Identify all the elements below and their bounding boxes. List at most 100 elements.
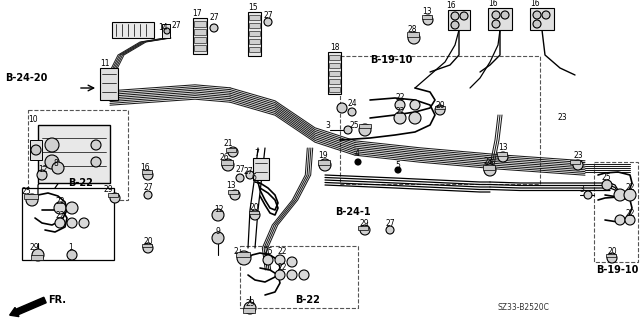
Circle shape	[348, 108, 356, 116]
Bar	[112, 22, 154, 38]
Text: 22: 22	[625, 183, 634, 192]
Circle shape	[451, 21, 459, 29]
Bar	[240, 246, 358, 308]
Circle shape	[246, 171, 254, 179]
Bar	[194, 29, 206, 35]
Bar	[448, 10, 470, 30]
Text: 16: 16	[488, 0, 498, 9]
Bar	[329, 79, 340, 84]
Text: 27: 27	[172, 20, 182, 29]
Bar	[100, 68, 118, 100]
Circle shape	[250, 210, 260, 220]
Text: 3: 3	[325, 122, 330, 130]
Circle shape	[210, 24, 218, 32]
Circle shape	[144, 191, 152, 199]
Circle shape	[423, 15, 433, 25]
Bar	[329, 87, 340, 92]
Text: 25: 25	[601, 174, 611, 182]
Circle shape	[355, 159, 361, 165]
Bar	[38, 125, 110, 183]
Circle shape	[337, 103, 347, 113]
Bar	[488, 8, 512, 30]
Text: 18: 18	[330, 43, 339, 53]
Text: 22: 22	[395, 93, 404, 102]
Circle shape	[501, 11, 509, 19]
Circle shape	[228, 147, 238, 157]
Text: 24: 24	[348, 100, 358, 108]
Circle shape	[110, 193, 120, 203]
Circle shape	[533, 11, 541, 19]
Text: 26: 26	[220, 153, 230, 162]
Circle shape	[55, 218, 65, 228]
Text: 27: 27	[144, 183, 154, 192]
Text: B-22: B-22	[295, 295, 320, 305]
Circle shape	[542, 11, 550, 19]
Bar	[30, 140, 42, 160]
Circle shape	[460, 12, 468, 20]
Circle shape	[299, 270, 309, 280]
Text: 21: 21	[224, 139, 234, 149]
Text: 28: 28	[484, 158, 493, 167]
Text: 13: 13	[226, 182, 236, 190]
Text: 22: 22	[56, 197, 65, 205]
Circle shape	[615, 215, 625, 225]
Text: FR.: FR.	[48, 295, 66, 305]
FancyArrow shape	[10, 297, 46, 316]
Circle shape	[67, 250, 77, 260]
Text: 1: 1	[68, 243, 73, 253]
Circle shape	[408, 32, 420, 44]
Text: 27: 27	[210, 13, 220, 23]
Circle shape	[54, 202, 66, 214]
Bar	[422, 15, 432, 19]
Circle shape	[79, 218, 89, 228]
Text: 2: 2	[234, 248, 239, 256]
Text: 22: 22	[278, 263, 287, 272]
Circle shape	[319, 159, 331, 171]
Circle shape	[602, 180, 612, 190]
Bar	[318, 160, 330, 165]
Bar	[329, 55, 340, 60]
Circle shape	[143, 170, 153, 180]
Text: 22: 22	[56, 211, 65, 220]
Circle shape	[394, 112, 406, 124]
Text: 17: 17	[192, 10, 202, 19]
Circle shape	[275, 270, 285, 280]
Bar	[530, 8, 554, 30]
Text: SZ33-B2520C: SZ33-B2520C	[498, 303, 550, 313]
Bar	[162, 24, 170, 38]
Text: B-24-20: B-24-20	[5, 73, 47, 83]
Circle shape	[344, 126, 352, 134]
Text: 10: 10	[28, 115, 38, 124]
Text: 16: 16	[530, 0, 540, 9]
Bar	[31, 255, 43, 260]
Text: 27: 27	[386, 219, 396, 227]
Bar	[249, 39, 260, 44]
Bar	[483, 165, 495, 170]
Text: 22: 22	[625, 209, 634, 218]
Bar	[358, 226, 368, 230]
Text: 27: 27	[244, 167, 253, 176]
Circle shape	[409, 112, 421, 124]
Bar	[249, 23, 260, 28]
Bar	[249, 47, 260, 52]
Bar	[329, 63, 340, 68]
Text: 23: 23	[557, 114, 566, 122]
Circle shape	[31, 145, 41, 155]
Bar	[570, 160, 580, 164]
Circle shape	[607, 253, 617, 263]
Circle shape	[263, 255, 273, 265]
Circle shape	[143, 243, 153, 253]
Bar	[497, 152, 507, 156]
Circle shape	[52, 162, 64, 174]
Circle shape	[492, 11, 500, 19]
Text: 20: 20	[435, 101, 445, 110]
Text: 29: 29	[360, 219, 370, 227]
Circle shape	[212, 209, 224, 221]
Bar	[340, 56, 540, 184]
Circle shape	[484, 164, 496, 176]
Circle shape	[66, 202, 78, 214]
Circle shape	[67, 218, 77, 228]
Text: 16: 16	[140, 164, 150, 173]
Circle shape	[533, 20, 541, 28]
Bar	[108, 193, 118, 197]
